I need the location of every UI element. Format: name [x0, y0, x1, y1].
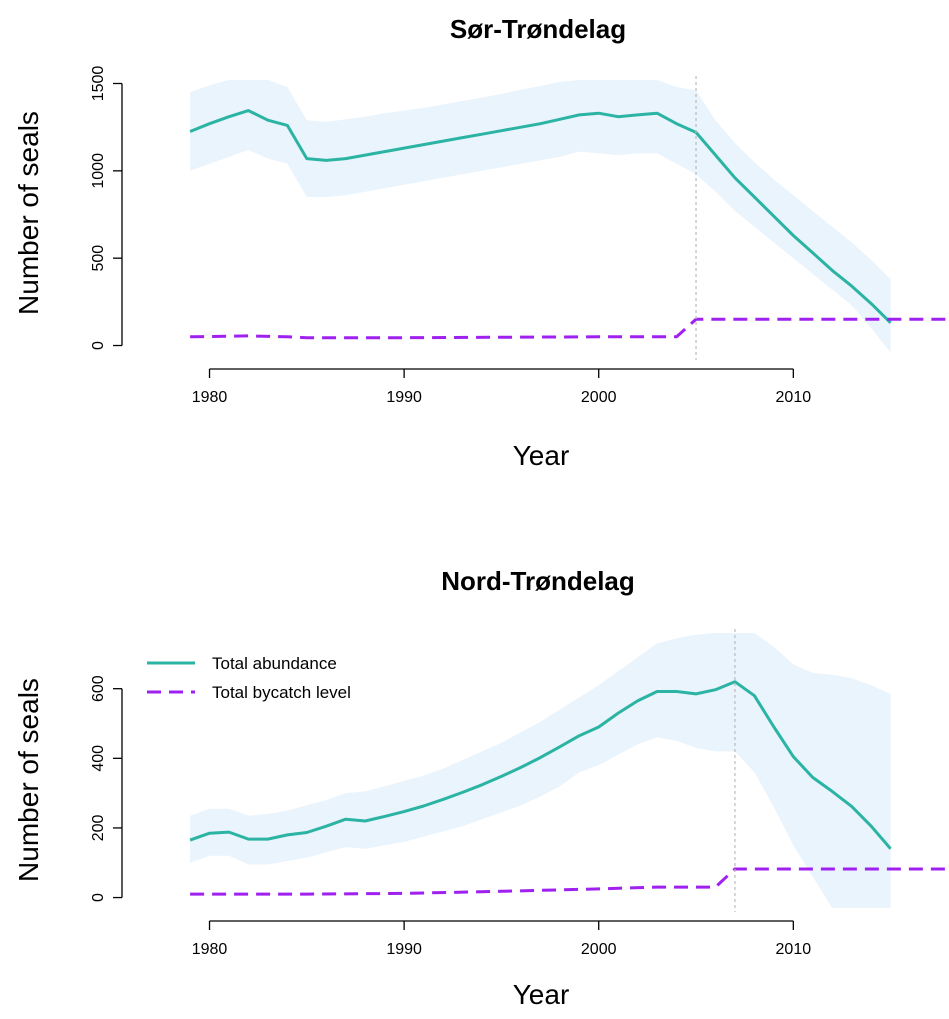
chart-title: Nord-Trøndelag	[441, 566, 635, 596]
y-tick-label: 200	[90, 814, 107, 841]
y-axis-label: Number of seals	[13, 111, 44, 315]
y-tick-label: 0	[90, 893, 107, 902]
y-tick-label: 500	[90, 245, 107, 272]
legend-label: Total abundance	[212, 654, 337, 673]
x-tick-label: 1980	[192, 941, 228, 958]
x-tick-label: 2000	[581, 941, 617, 958]
x-tick-label: 1990	[386, 941, 422, 958]
y-tick-label: 1500	[90, 66, 107, 102]
y-tick-label: 0	[90, 341, 107, 350]
plot-area	[189, 633, 949, 908]
panel-nord-trondelag: Nord-Trøndelag Number of seals Year 1980…	[13, 566, 949, 1010]
series-bycatch-line	[190, 867, 949, 896]
y-tick-label: 400	[90, 745, 107, 772]
chart-title: Sør-Trøndelag	[450, 14, 626, 44]
x-tick-label: 2000	[581, 389, 617, 406]
series-abundance-line	[189, 109, 892, 324]
x-tick-label: 2010	[776, 389, 812, 406]
series-bycatch-line	[190, 317, 949, 340]
confidence-band	[190, 633, 891, 908]
x-tick-label: 1990	[386, 389, 422, 406]
panel-sor-trondelag: Sør-Trøndelag Number of seals Year 1980 1…	[13, 14, 949, 471]
legend: Total abundance Total bycatch level	[147, 654, 351, 702]
series-abundance-line	[189, 680, 892, 850]
x-axis-label: Year	[513, 440, 570, 471]
confidence-band	[190, 80, 891, 353]
y-axis-label: Number of seals	[13, 678, 44, 882]
y-tick-label: 1000	[90, 153, 107, 189]
x-axis-label: Year	[513, 979, 570, 1010]
x-tick-label: 2010	[776, 941, 812, 958]
plot-area	[189, 80, 949, 353]
x-tick-label: 1980	[192, 389, 228, 406]
legend-label: Total bycatch level	[212, 683, 351, 702]
y-tick-label: 600	[90, 675, 107, 702]
